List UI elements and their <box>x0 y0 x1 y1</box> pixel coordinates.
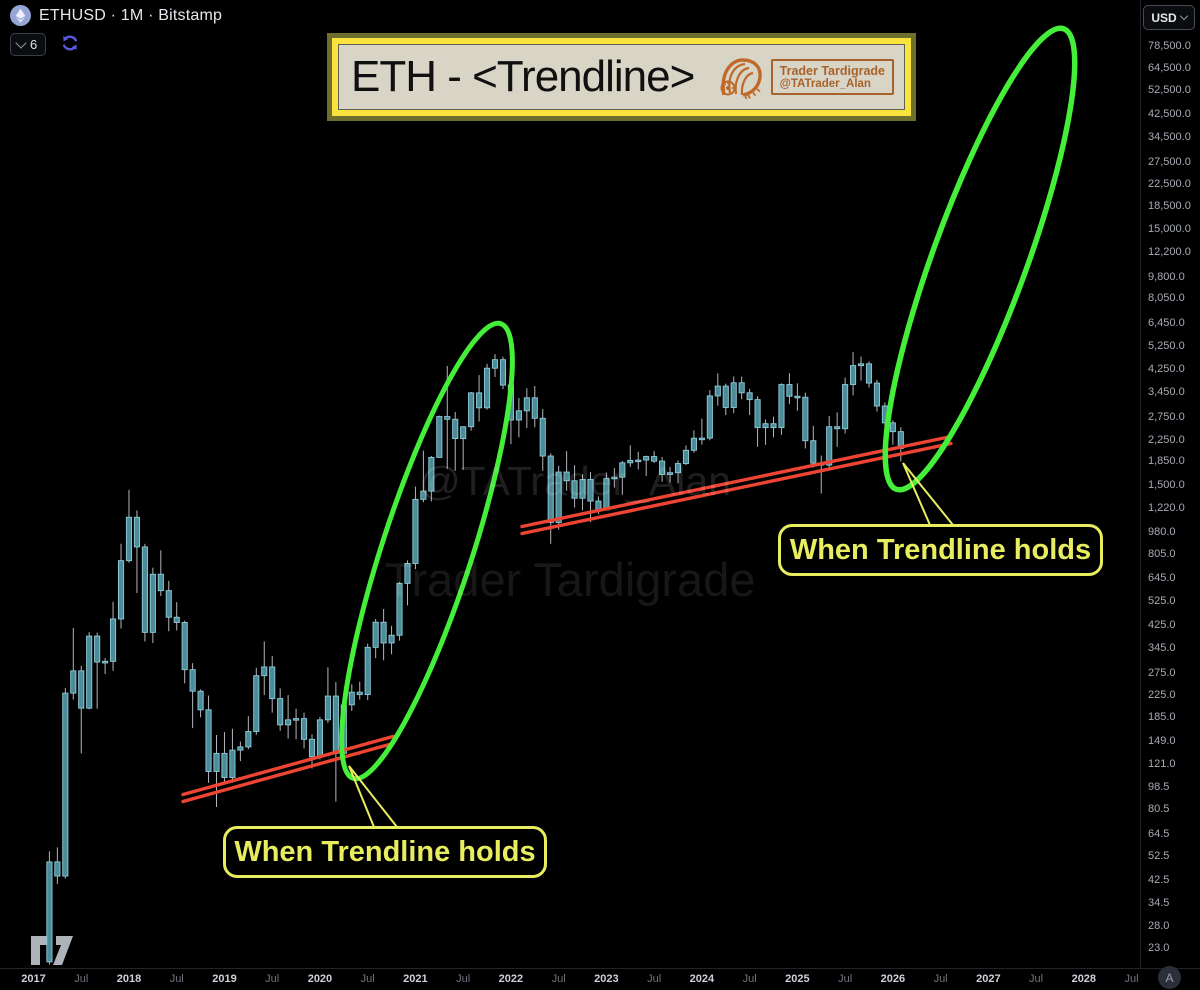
currency-label: USD <box>1151 10 1177 25</box>
price-axis-label: 2,250.0 <box>1148 433 1185 446</box>
refresh-sync-icon[interactable] <box>60 33 80 53</box>
price-axis-label: 2,750.0 <box>1148 411 1185 424</box>
price-axis-label: 1,500.0 <box>1148 478 1185 491</box>
time-axis-label: Jul <box>647 973 662 985</box>
price-axis-separator <box>1140 0 1141 990</box>
chevron-down-icon <box>1179 11 1188 21</box>
auto-scale-button[interactable]: A <box>1158 966 1181 989</box>
time-axis-label: 2019 <box>212 973 237 985</box>
price-axis-label: 805.0 <box>1148 547 1176 560</box>
title-banner: ETH - <Trendline> Trader Tardigrade @TAT… <box>327 33 916 121</box>
price-axis-label: 34,500.0 <box>1148 130 1191 143</box>
time-axis-label: 2026 <box>880 973 906 985</box>
price-axis-label: 9,800.0 <box>1148 270 1185 283</box>
price-axis-label: 42.5 <box>1148 873 1170 886</box>
price-axis-label: 425.0 <box>1148 618 1176 631</box>
annotation-label-box[interactable]: When Trendline holds <box>223 826 547 878</box>
time-axis-label: Jul <box>265 973 280 985</box>
time-axis-label: Jul <box>1029 973 1044 985</box>
price-axis-label: 28.0 <box>1148 920 1170 933</box>
annotation-label-box[interactable]: When Trendline holds <box>778 524 1103 576</box>
price-axis-label: 525.0 <box>1148 595 1176 608</box>
time-axis-label: 2017 <box>21 973 46 985</box>
time-axis-label: Jul <box>360 973 375 985</box>
price-axis-label: 52.5 <box>1148 850 1170 863</box>
price-axis-label: 1,850.0 <box>1148 455 1185 468</box>
brand-handle: @TATrader_Alan <box>779 78 871 90</box>
time-axis-label: 2027 <box>976 973 1001 985</box>
price-axis-label: 22,500.0 <box>1148 178 1191 191</box>
annotation-label-text: When Trendline holds <box>789 533 1092 566</box>
price-axis-label: 12,200.0 <box>1148 246 1191 259</box>
time-axis-label: Jul <box>742 973 757 985</box>
candles-group <box>46 352 904 965</box>
currency-selector-button[interactable]: USD <box>1143 5 1195 30</box>
price-axis-label: 52,500.0 <box>1148 84 1191 97</box>
price-axis-label: 27,500.0 <box>1148 156 1191 169</box>
price-axis-label: 149.0 <box>1148 734 1176 747</box>
price-axis-label: 225.0 <box>1148 689 1176 702</box>
price-axis-label: 42,500.0 <box>1148 107 1191 120</box>
brand-box: Trader Tardigrade @TATrader_Alan <box>770 59 894 95</box>
callout-legs <box>348 765 398 828</box>
time-axis-label: 2020 <box>307 973 333 985</box>
time-axis-label: Jul <box>456 973 471 985</box>
price-axis-label: 6,450.0 <box>1148 316 1185 329</box>
price-axis-label: 64,500.0 <box>1148 61 1191 74</box>
price-axis-label: 1,220.0 <box>1148 501 1185 514</box>
time-axis-label: Jul <box>74 973 89 985</box>
price-axis-label: 185.0 <box>1148 710 1176 723</box>
eth-logo-icon <box>10 5 31 26</box>
symbol-title[interactable]: ETHUSD · 1M · Bitstamp <box>39 6 223 24</box>
price-axis-label: 80.5 <box>1148 803 1170 816</box>
time-axis[interactable]: 2017 Jul 2018 Jul 2019 Jul 2020 Jul 2021 Jul 2022 J… <box>0 969 1200 990</box>
time-axis-label: 2023 <box>594 973 619 985</box>
time-axis-label: Jul <box>838 973 853 985</box>
time-axis-label: 2028 <box>1071 973 1097 985</box>
ideas-count-button[interactable]: 6 <box>10 33 47 56</box>
price-axis-label: 275.0 <box>1148 666 1176 679</box>
callout-legs <box>902 462 954 526</box>
time-axis-separator <box>0 968 1200 969</box>
price-axis[interactable]: 78,500.0 64,500.0 52,500.0 42,500.0 34,500.0… <box>1141 0 1200 968</box>
price-axis-label: 18,500.0 <box>1148 200 1191 213</box>
time-axis-label: Jul <box>169 973 184 985</box>
brand-name: Trader Tardigrade <box>779 64 885 78</box>
price-axis-label: 5,250.0 <box>1148 339 1185 352</box>
trendline-drawing[interactable] <box>520 434 953 536</box>
price-axis-label: 78,500.0 <box>1148 39 1191 52</box>
price-axis-label: 8,050.0 <box>1148 292 1185 305</box>
price-axis-label: 34.5 <box>1148 897 1170 910</box>
ideas-count-value: 6 <box>30 37 38 52</box>
time-axis-label: 2018 <box>116 973 142 985</box>
price-axis-label: 980.0 <box>1148 525 1176 538</box>
trendline-drawing[interactable] <box>181 734 395 804</box>
banner-title: ETH - <Trendline> <box>351 52 695 101</box>
chevron-down-icon <box>15 37 27 49</box>
time-axis-label: 2025 <box>785 973 810 985</box>
tardigrade-logo <box>720 58 762 100</box>
time-axis-label: Jul <box>1124 973 1139 985</box>
annotation-label-text: When Trendline holds <box>234 835 536 868</box>
price-axis-label: 121.0 <box>1148 757 1176 770</box>
time-axis-label: 2024 <box>689 973 715 985</box>
time-axis-label: Jul <box>933 973 948 985</box>
price-axis-label: 15,000.0 <box>1148 223 1191 236</box>
price-axis-label: 3,450.0 <box>1148 386 1185 399</box>
time-axis-label: 2021 <box>403 973 428 985</box>
price-axis-label: 345.0 <box>1148 641 1176 654</box>
price-axis-label: 64.5 <box>1148 827 1170 840</box>
ellipse-drawing[interactable] <box>852 13 1108 506</box>
time-axis-label: 2022 <box>498 973 524 985</box>
price-axis-label: 645.0 <box>1148 572 1176 585</box>
price-axis-label: 98.5 <box>1148 780 1170 793</box>
time-axis-label: Jul <box>551 973 566 985</box>
price-axis-label: 23.0 <box>1148 942 1170 954</box>
price-axis-label: 4,250.0 <box>1148 363 1185 376</box>
